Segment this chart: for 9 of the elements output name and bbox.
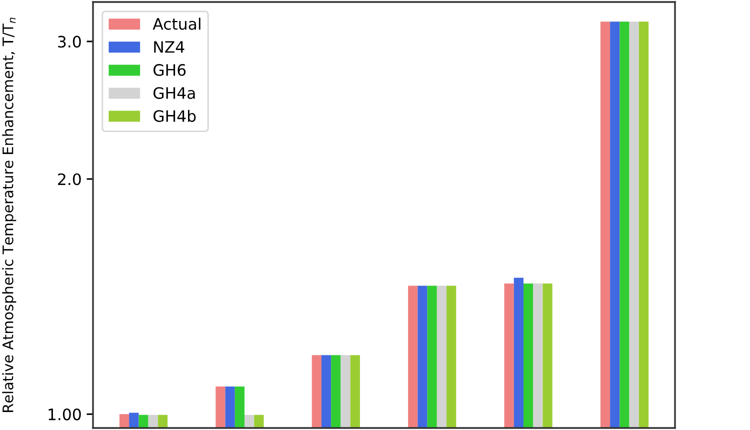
y-axis-title: Relative Atmospheric Temperature Enhancement, T/T$_{n}$ <box>2 18 16 412</box>
y-tick-label: 2.0 <box>58 173 81 186</box>
legend-label: Actual <box>152 18 200 30</box>
legend-label: NZ4 <box>154 41 184 53</box>
legend-label: GH4b <box>154 110 196 122</box>
y-tick-label: 1.00 <box>48 408 81 420</box>
y-tick-label: 3.0 <box>58 36 81 48</box>
legend-label: GH6 <box>154 64 186 76</box>
legend-label: GH4a <box>154 87 195 99</box>
